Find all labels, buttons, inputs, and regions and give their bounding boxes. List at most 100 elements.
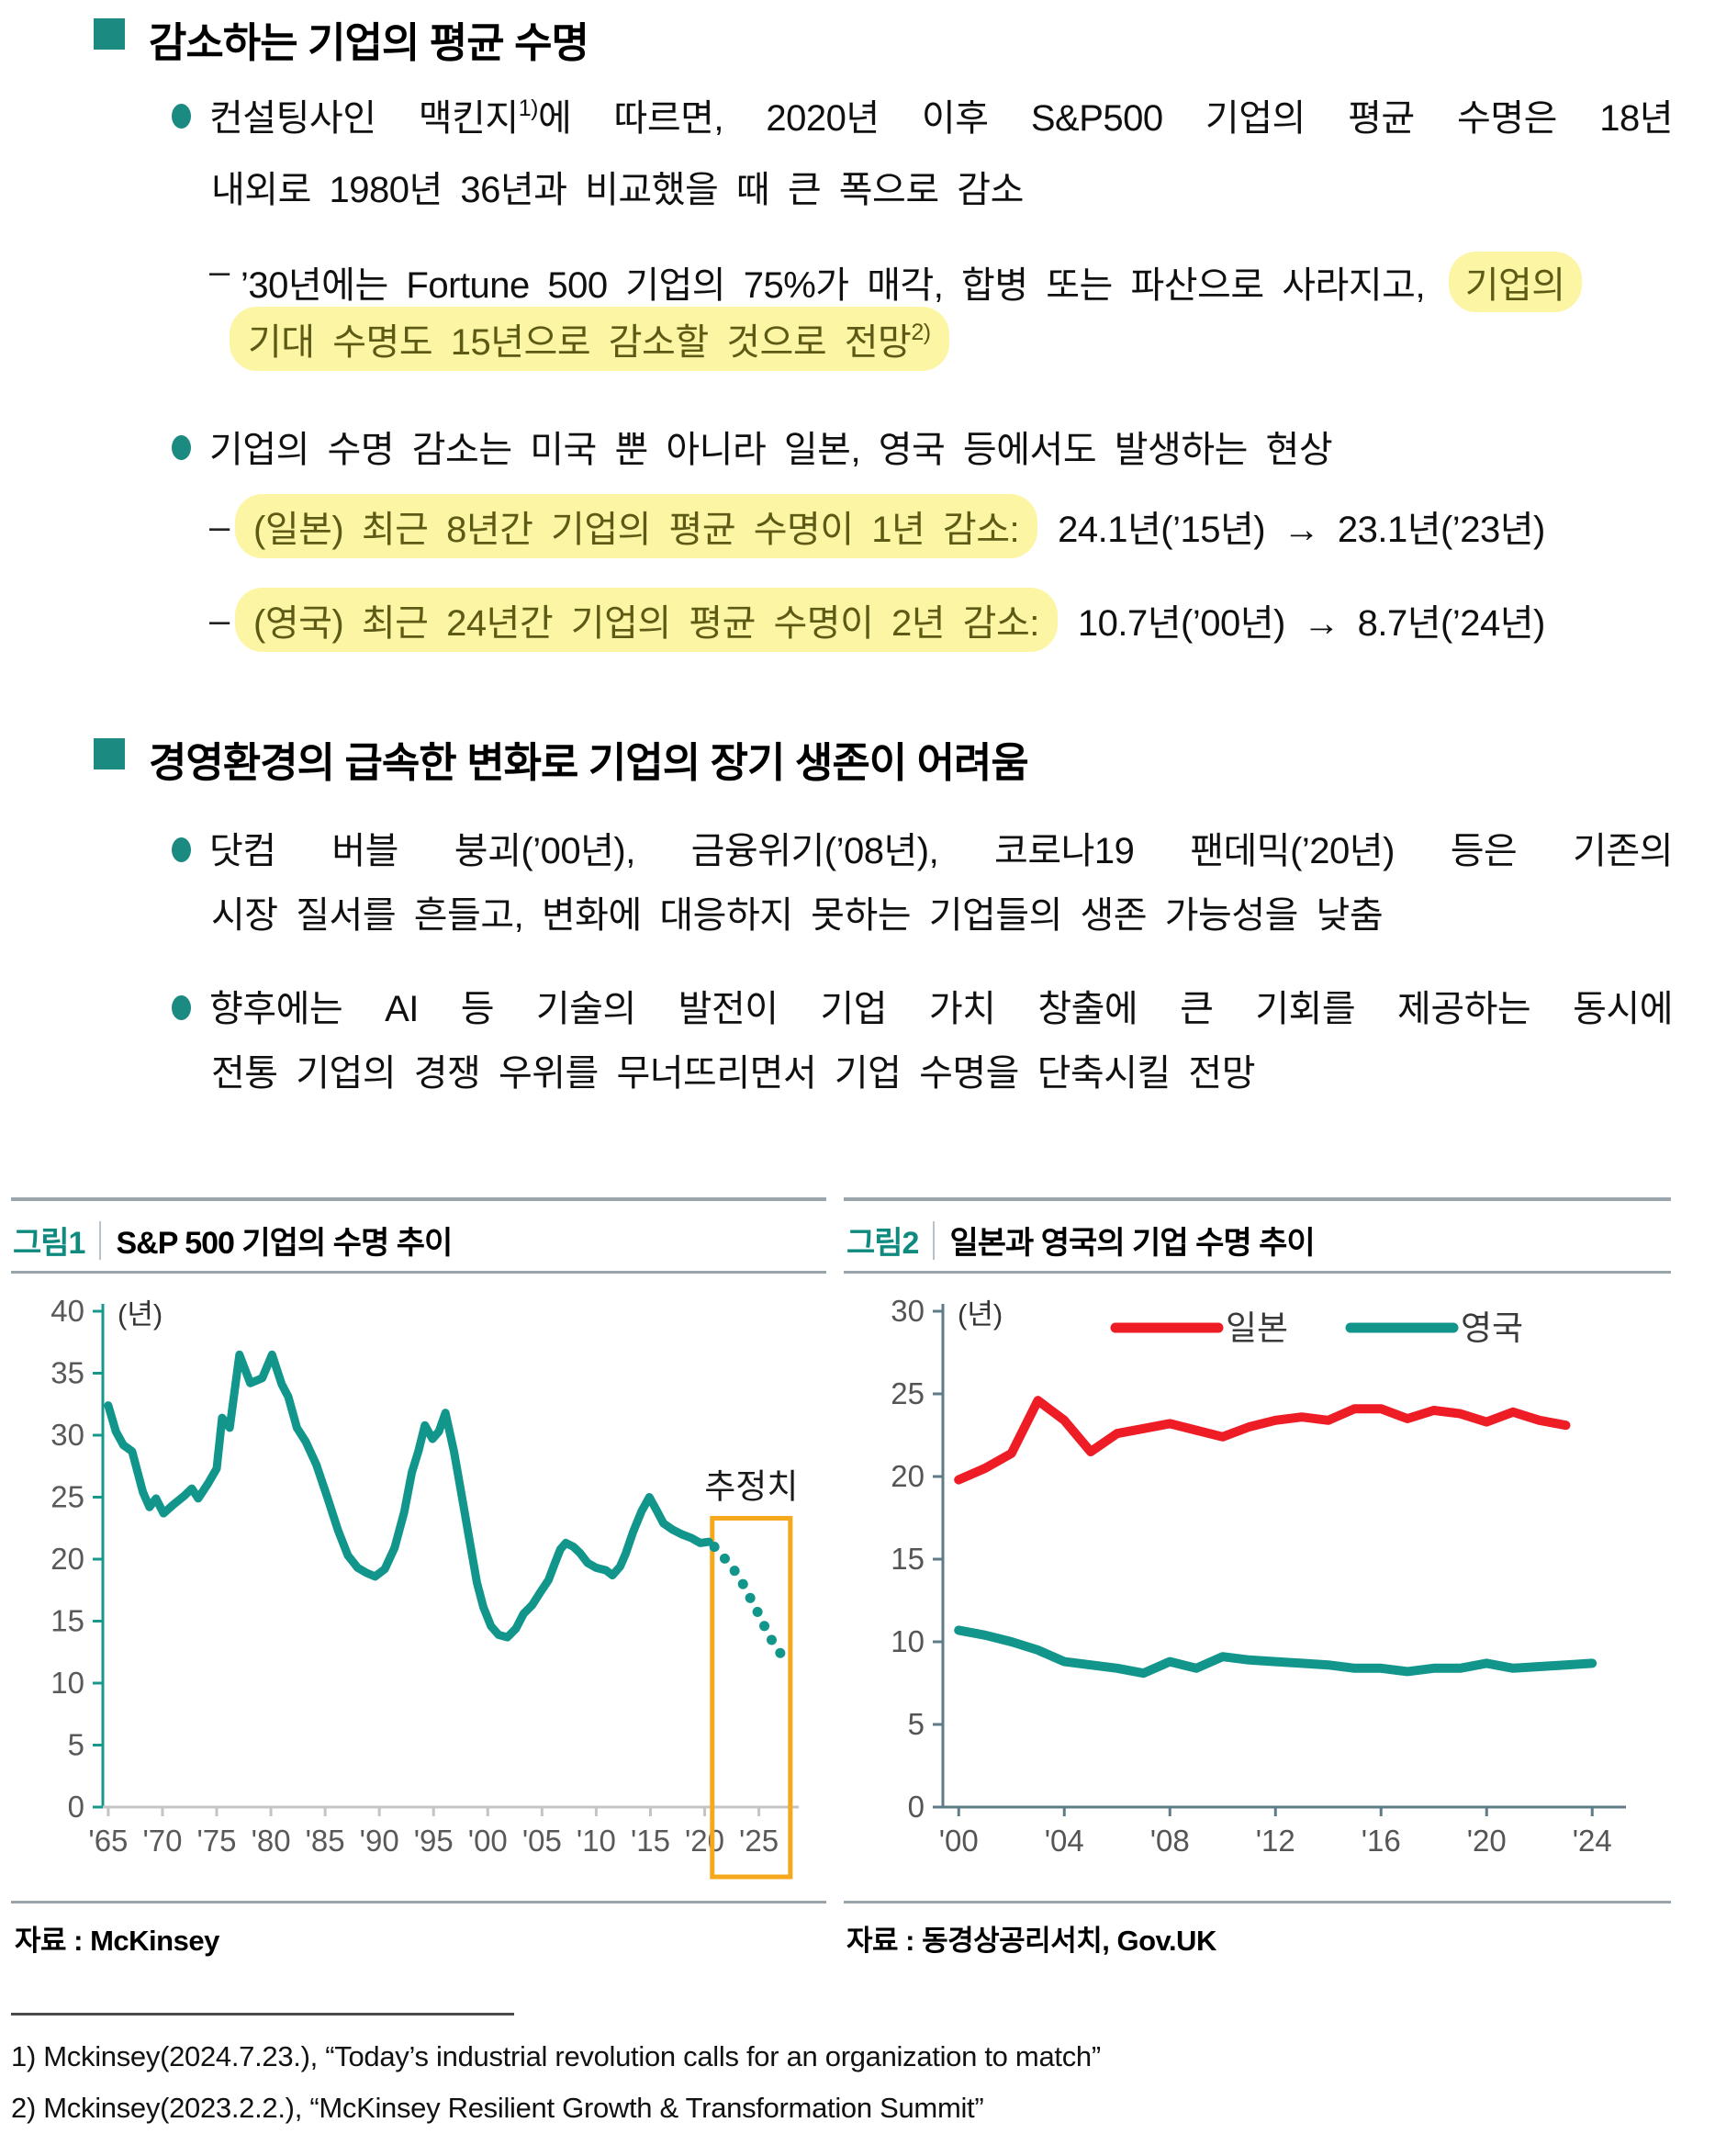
s1-bullet1-line1: 컨설팅사인 맥킨지1)에 따르면, 2020년 이후 S&P500 기업의 평균… — [209, 88, 1674, 141]
highlight-pill: (영국) 최근 24년간 기업의 평균 수명이 2년 감소: — [235, 588, 1058, 652]
x-tick-label: '25 — [739, 1824, 779, 1858]
x-tick-label: '24 — [1573, 1824, 1612, 1858]
y-tick-label: 5 — [908, 1707, 925, 1741]
figure1-chart: 0 5 10 15 20 25 30 35 40 '65 '70 '75 '80 '85 '90 '95 '00… — [50, 1294, 799, 1880]
s1-d1-l2: 기대 수명도 15년으로 감소할 것으로 전망 — [248, 322, 912, 363]
section1-square-bullet-icon — [94, 18, 125, 50]
highlight-pill: (일본) 최근 8년간 기업의 평균 수명이 1년 감소: — [235, 494, 1038, 558]
figure2-bottom-rule — [844, 1901, 1671, 1903]
y-tick-label: 25 — [50, 1480, 84, 1514]
footnote-separator — [11, 2013, 514, 2016]
footnote-1: 1) Mckinsey(2024.7.23.), “Today’s indust… — [11, 2040, 1101, 2072]
y-tick-label: 30 — [891, 1294, 925, 1328]
section2-title: 경영환경의 급속한 변화로 기업의 장기 생존이 어려움 — [149, 739, 1029, 786]
s1-dash2-mark: – — [209, 507, 230, 547]
figure2-title-row: 그림2 일본과 영국의 기업 수명 추이 — [846, 1218, 1316, 1263]
s1-d1-pre: ’30년에는 Fortune 500 기업의 75%가 매각, 합병 또는 파산… — [241, 265, 1426, 306]
s2-bullet1-line2: 시장 질서를 흔들고, 변화에 대응하지 못하는 기업들의 생존 가능성을 낮춤 — [211, 895, 1384, 936]
legend-label-영국: 영국 — [1461, 1309, 1523, 1347]
figure2-title-divider — [933, 1220, 936, 1260]
figure2-title: 일본과 영국의 기업 수명 추이 — [949, 1226, 1315, 1261]
s1-b1-sup: 1) — [518, 95, 539, 121]
x-tick-label: '70 — [142, 1824, 182, 1858]
s1-d3-rest: 10.7년(’00년) → 8.7년(’24년) — [1077, 603, 1545, 644]
s2-bullet1-line1: 닷컴 버블 붕괴(’00년), 금융위기(’08년), 코로나19 팬데믹(’2… — [209, 831, 1674, 871]
s1-dash1-line2: 기대 수명도 15년으로 감소할 것으로 전망2) — [230, 307, 949, 371]
series-영국 — [954, 1625, 1597, 1679]
s1-dash3-mark: – — [209, 601, 230, 641]
x-tick-label: '16 — [1362, 1824, 1401, 1858]
y-tick-label: 15 — [891, 1542, 925, 1576]
x-tick-label: '80 — [252, 1824, 291, 1858]
figure1-top-rule — [11, 1197, 826, 1201]
y-tick-label: 20 — [891, 1459, 925, 1493]
y-tick-label: 10 — [50, 1666, 84, 1700]
x-tick-label: '85 — [306, 1824, 345, 1858]
x-tick-label: '20 — [685, 1824, 724, 1858]
y-tick-label: 35 — [50, 1356, 84, 1390]
y-tick-label: 30 — [50, 1418, 84, 1452]
figure1-title-row: 그림1 S&P 500 기업의 수명 추이 — [13, 1218, 453, 1263]
y-tick-label: 5 — [68, 1728, 84, 1762]
figure1-label: 그림1 — [13, 1226, 85, 1261]
s1-d2-hl: (일본) 최근 8년간 기업의 평균 수명이 1년 감소: — [253, 510, 1020, 550]
s2-bullet2-line2: 전통 기업의 경쟁 우위를 무너뜨리면서 기업 수명을 단축시킬 전망 — [211, 1053, 1256, 1094]
axis-unit-label: (년) — [118, 1298, 163, 1331]
s2-bullet2-line1: 향후에는 AI 등 기술의 발전이 기업 가치 창출에 큰 기회를 제공하는 동… — [209, 989, 1674, 1029]
section2-square-bullet-icon — [94, 738, 125, 769]
figure2-top-rule — [844, 1197, 1671, 1201]
y-tick-label: 0 — [68, 1790, 84, 1824]
x-tick-label: '65 — [88, 1824, 128, 1858]
x-tick-label: '05 — [522, 1824, 562, 1858]
bullet-dot-icon — [172, 995, 191, 1020]
y-tick-label: 20 — [50, 1542, 84, 1576]
estimate-label: 추정치 — [704, 1467, 798, 1505]
legend-label-일본: 일본 — [1226, 1309, 1288, 1347]
figure1-source: 자료 : McKinsey — [15, 1925, 219, 1957]
x-tick-label: '20 — [1467, 1824, 1507, 1858]
s1-d2-rest: 24.1년(’15년) → 23.1년(’23년) — [1058, 510, 1545, 550]
x-tick-label: '00 — [939, 1824, 979, 1858]
series-추정치(점선) — [709, 1542, 790, 1663]
x-tick-label: '15 — [631, 1824, 670, 1858]
figure2-title-bottom-rule — [844, 1271, 1671, 1274]
figure1-bottom-rule — [11, 1901, 826, 1903]
s1-d1-l2-sup: 2) — [911, 320, 931, 345]
x-tick-label: '12 — [1256, 1824, 1295, 1858]
x-tick-label: '90 — [360, 1824, 399, 1858]
x-tick-label: '10 — [577, 1824, 616, 1858]
figure1-title: S&P 500 기업의 수명 추이 — [116, 1226, 453, 1261]
series-S&P500 기업 평균 수명 — [104, 1350, 713, 1642]
x-tick-label: '08 — [1150, 1824, 1190, 1858]
figure2-label: 그림2 — [846, 1226, 919, 1261]
x-tick-label: '75 — [197, 1824, 237, 1858]
s1-b1-post: 에 따르면, 2020년 이후 S&P500 기업의 평균 수명은 18년 — [537, 98, 1674, 139]
s1-dash1-mark: – — [209, 252, 230, 292]
series-일본 — [954, 1396, 1571, 1485]
figure1-title-bottom-rule — [11, 1271, 826, 1274]
x-tick-label: '00 — [468, 1824, 508, 1858]
s1-d1-hl: 기업의 — [1464, 265, 1565, 306]
s1-bullet2: 기업의 수명 감소는 미국 뿐 아니라 일본, 영국 등에서도 발생하는 현상 — [209, 430, 1333, 470]
x-tick-label: '04 — [1045, 1824, 1084, 1858]
highlight-pill: 기대 수명도 15년으로 감소할 것으로 전망2) — [230, 307, 949, 371]
s1-dash2-line: (일본) 최근 8년간 기업의 평균 수명이 1년 감소: 24.1년(’15년)… — [235, 494, 1545, 558]
bullet-dot-icon — [172, 435, 191, 460]
bullet-dot-icon — [172, 104, 191, 129]
y-tick-label: 0 — [908, 1790, 925, 1824]
highlight-pill: 기업의 — [1448, 252, 1582, 312]
section1-title: 감소하는 기업의 평균 수명 — [149, 19, 589, 66]
y-tick-label: 15 — [50, 1604, 84, 1638]
y-tick-label: 10 — [891, 1624, 925, 1658]
figure2-source: 자료 : 동경상공리서치, Gov.UK — [846, 1925, 1216, 1957]
s1-bullet1-line2: 내외로 1980년 36년과 비교했을 때 큰 폭으로 감소 — [211, 170, 1024, 210]
footnote-2: 2) Mckinsey(2023.2.2.), “McKinsey Resili… — [11, 2092, 984, 2124]
s1-d3-hl: (영국) 최근 24년간 기업의 평균 수명이 2년 감소: — [253, 603, 1039, 644]
y-tick-label: 25 — [891, 1376, 925, 1410]
s1-dash3-line: (영국) 최근 24년간 기업의 평균 수명이 2년 감소: 10.7년(’00년… — [235, 588, 1545, 652]
s1-b1-pre: 컨설팅사인 맥킨지 — [209, 98, 519, 139]
figure1-title-divider — [99, 1220, 102, 1260]
y-tick-label: 40 — [50, 1294, 84, 1328]
estimate-box — [710, 1515, 793, 1880]
